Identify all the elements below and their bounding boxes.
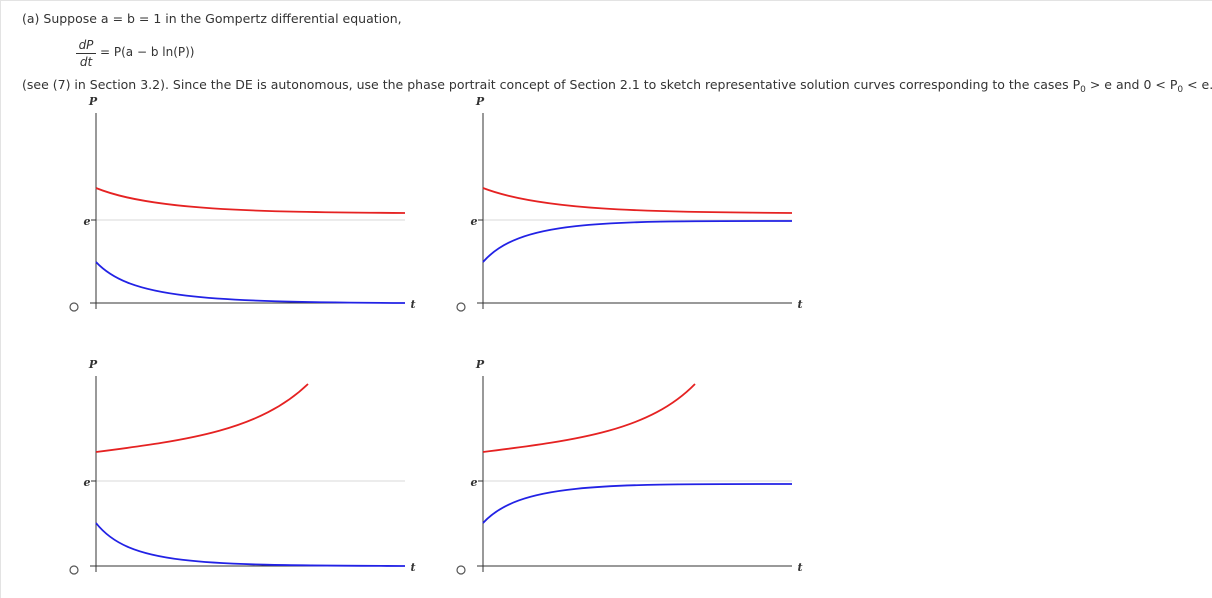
graph-option-bottom-right: Pe t [456,358,803,575]
graph-option-bottom-left: Pe t [69,358,416,575]
origin-marker [456,565,466,575]
left-border [0,0,1,598]
upper-solution-curve [95,187,406,214]
e-label: e [471,215,478,228]
instructions-part-2: > e and 0 < P [1085,77,1178,92]
question-instructions: (see (7) in Section 3.2). Since the DE i… [22,77,1212,98]
derivative-fraction: dP dt [76,38,96,69]
t-axis-label: t [410,561,415,574]
subscript-0: 0 [1080,85,1086,95]
e-label: e [84,476,91,489]
p-axis-label: P [88,358,98,371]
lower-solution-curve [95,522,406,567]
origin-marker [69,565,79,575]
p-axis-label: P [88,95,98,108]
instructions-part-3: < e. [1183,77,1212,92]
subscript-0b: 0 [1177,85,1184,95]
fraction-numerator: dP [78,38,94,52]
p-axis-label: P [475,358,485,371]
graph-option-top-left: Pe t [69,95,416,312]
lower-solution-curve [482,220,793,263]
origin-marker [69,302,79,312]
equation-rhs: = P(a − b ln(P)) [100,45,195,59]
fraction-bar [76,53,96,54]
t-axis-label: t [410,298,415,311]
t-axis-label: t [797,561,802,574]
instructions-part-1: (see (7) in Section 3.2). Since the DE i… [22,77,1081,92]
lower-solution-curve [95,261,406,304]
e-label: e [471,476,478,489]
origin-marker [456,302,466,312]
graph-option-top-right: Pe t [456,95,803,312]
upper-solution-curve [482,383,696,453]
p-axis-label: P [475,95,485,108]
e-label: e [84,215,91,228]
question-intro: (a) Suppose a = b = 1 in the Gompertz di… [22,11,402,26]
upper-solution-curve [482,187,793,214]
lower-solution-curve [482,483,793,524]
upper-solution-curve [95,383,309,453]
fraction-denominator: dt [79,55,93,69]
top-border [0,0,1212,1]
t-axis-label: t [797,298,802,311]
